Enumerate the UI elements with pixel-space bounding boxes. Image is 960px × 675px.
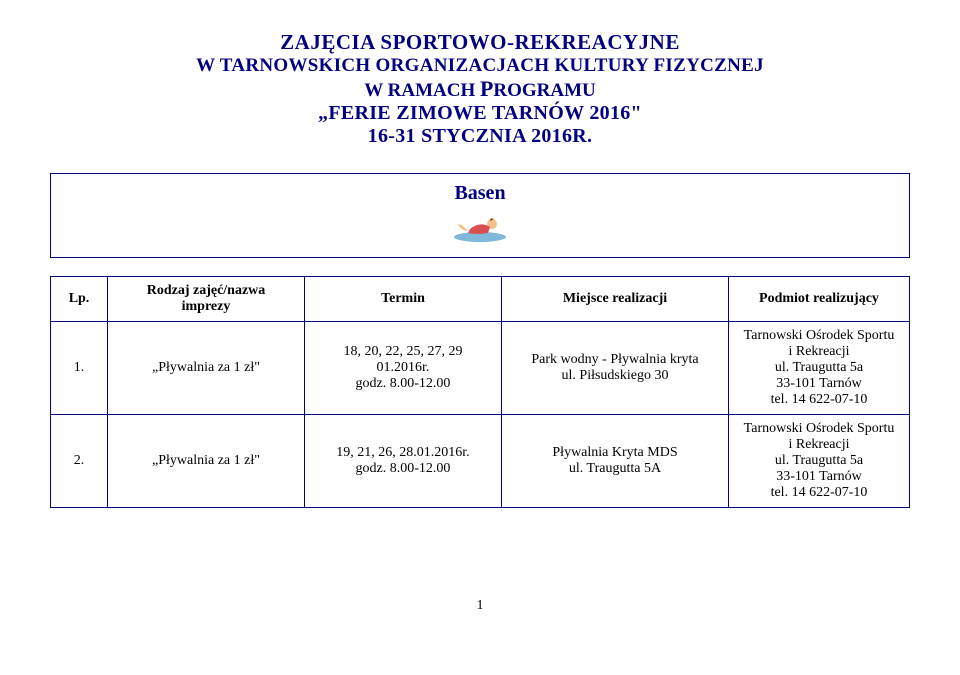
cell-podmiot: Tarnowski Ośrodek Sportu i Rekreacji ul.… bbox=[729, 322, 910, 415]
title-line-3: W RAMACH PROGRAMU bbox=[50, 77, 910, 102]
section-title: Basen bbox=[51, 182, 909, 205]
table-header: Lp. Rodzaj zajęć/nazwa imprezy Termin Mi… bbox=[51, 277, 910, 322]
page-number: 1 bbox=[50, 598, 910, 614]
col-lp: Lp. bbox=[51, 277, 108, 322]
section-box: Basen bbox=[50, 173, 910, 258]
table-row: 1.„Pływalnia za 1 zł"18, 20, 22, 25, 27,… bbox=[51, 322, 910, 415]
cell-lp: 2. bbox=[51, 415, 108, 508]
title-line-1: ZAJĘCIA SPORTOWO-REKREACYJNE bbox=[50, 30, 910, 55]
table-body: 1.„Pływalnia za 1 zł"18, 20, 22, 25, 27,… bbox=[51, 322, 910, 508]
title-line-5: 16-31 STYCZNIA 2016R. bbox=[50, 125, 910, 148]
page-header: ZAJĘCIA SPORTOWO-REKREACYJNE W TARNOWSKI… bbox=[50, 30, 910, 148]
cell-miejsce: Pływalnia Kryta MDS ul. Traugutta 5A bbox=[502, 415, 729, 508]
cell-miejsce: Park wodny - Pływalnia kryta ul. Piłsuds… bbox=[502, 322, 729, 415]
title-line-3-cap: P bbox=[480, 77, 493, 101]
cell-rodzaj: „Pływalnia za 1 zł" bbox=[108, 322, 305, 415]
cell-rodzaj: „Pływalnia za 1 zł" bbox=[108, 415, 305, 508]
title-line-3-pre: W RAMACH bbox=[364, 80, 480, 101]
col-podmiot: Podmiot realizujący bbox=[729, 277, 910, 322]
cell-podmiot: Tarnowski Ośrodek Sportu i Rekreacji ul.… bbox=[729, 415, 910, 508]
swimmer-icon bbox=[51, 209, 909, 249]
col-miejsce: Miejsce realizacji bbox=[502, 277, 729, 322]
title-line-2: W TARNOWSKICH ORGANIZACJACH KULTURY FIZY… bbox=[50, 55, 910, 77]
activities-table: Lp. Rodzaj zajęć/nazwa imprezy Termin Mi… bbox=[50, 276, 910, 508]
col-termin: Termin bbox=[305, 277, 502, 322]
col-rodzaj: Rodzaj zajęć/nazwa imprezy bbox=[108, 277, 305, 322]
table-row: 2.„Pływalnia za 1 zł"19, 21, 26, 28.01.2… bbox=[51, 415, 910, 508]
cell-termin: 19, 21, 26, 28.01.2016r. godz. 8.00-12.0… bbox=[305, 415, 502, 508]
cell-termin: 18, 20, 22, 25, 27, 29 01.2016r. godz. 8… bbox=[305, 322, 502, 415]
title-line-3-rest: ROGRAMU bbox=[493, 80, 595, 101]
title-line-4: „FERIE ZIMOWE TARNÓW 2016" bbox=[50, 102, 910, 125]
cell-lp: 1. bbox=[51, 322, 108, 415]
